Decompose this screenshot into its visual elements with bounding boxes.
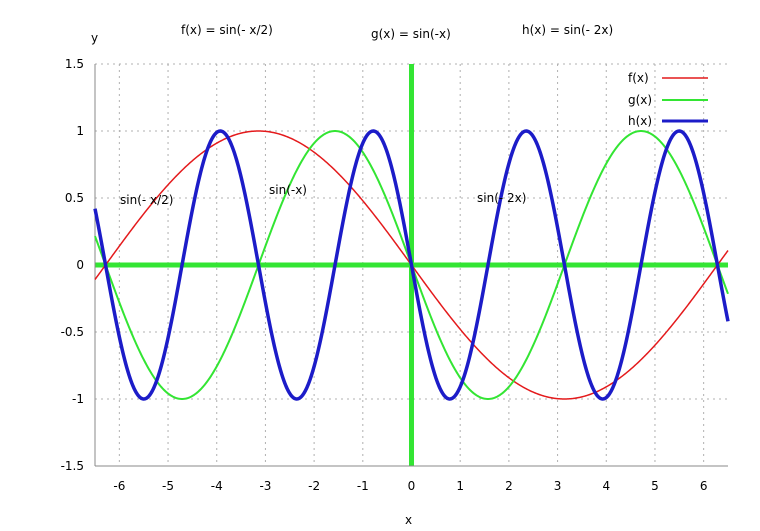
legend: f(x) g(x) h(x)	[628, 71, 708, 128]
x-tick-label: 6	[700, 479, 708, 493]
x-tick-label: 4	[602, 479, 610, 493]
x-axis-label: x	[405, 513, 412, 527]
x-tick-label: -3	[259, 479, 271, 493]
x-tick-label: 0	[408, 479, 416, 493]
title-h: h(x) = sin(- 2x)	[522, 23, 613, 37]
x-tick-label: -6	[113, 479, 125, 493]
x-tick-label: -2	[308, 479, 320, 493]
y-axis-label: y	[91, 31, 98, 45]
legend-label-f: f(x)	[628, 71, 649, 85]
series-lines	[93, 129, 730, 401]
x-tick-label: -5	[162, 479, 174, 493]
x-tick-label: 5	[651, 479, 659, 493]
title-f: f(x) = sin(- x/2)	[181, 23, 273, 37]
annotation-g: sin(-x)	[269, 183, 307, 197]
series-line-h	[93, 129, 730, 401]
x-tick-label: 1	[456, 479, 464, 493]
tick-labels: -6 -5 -4 -3 -2 -1 0 1 2 3 4 5 6 1.5 1 0.5 0 -0.5 -1 -1.5	[61, 57, 708, 493]
annotation-h: sin(- 2x)	[477, 191, 526, 205]
y-tick-label: 1	[76, 124, 84, 138]
y-tick-label: 0.5	[65, 191, 84, 205]
y-tick-label: -1.5	[61, 459, 84, 473]
x-tick-label: 3	[554, 479, 562, 493]
legend-entry-g: g(x)	[628, 93, 708, 107]
legend-label-g: g(x)	[628, 93, 652, 107]
x-tick-label: -1	[357, 479, 369, 493]
legend-label-h: h(x)	[628, 114, 652, 128]
y-tick-label: -1	[72, 392, 84, 406]
x-tick-label: -4	[211, 479, 223, 493]
annotation-f: sin(- x/2)	[120, 193, 173, 207]
y-tick-label: -0.5	[61, 325, 84, 339]
title-g: g(x) = sin(-x)	[371, 27, 451, 41]
y-tick-label: 1.5	[65, 57, 84, 71]
legend-entry-f: f(x)	[628, 71, 708, 85]
plot-frame	[94, 64, 728, 467]
x-tick-label: 2	[505, 479, 513, 493]
y-tick-label: 0	[76, 258, 84, 272]
legend-entry-h: h(x)	[628, 114, 708, 128]
